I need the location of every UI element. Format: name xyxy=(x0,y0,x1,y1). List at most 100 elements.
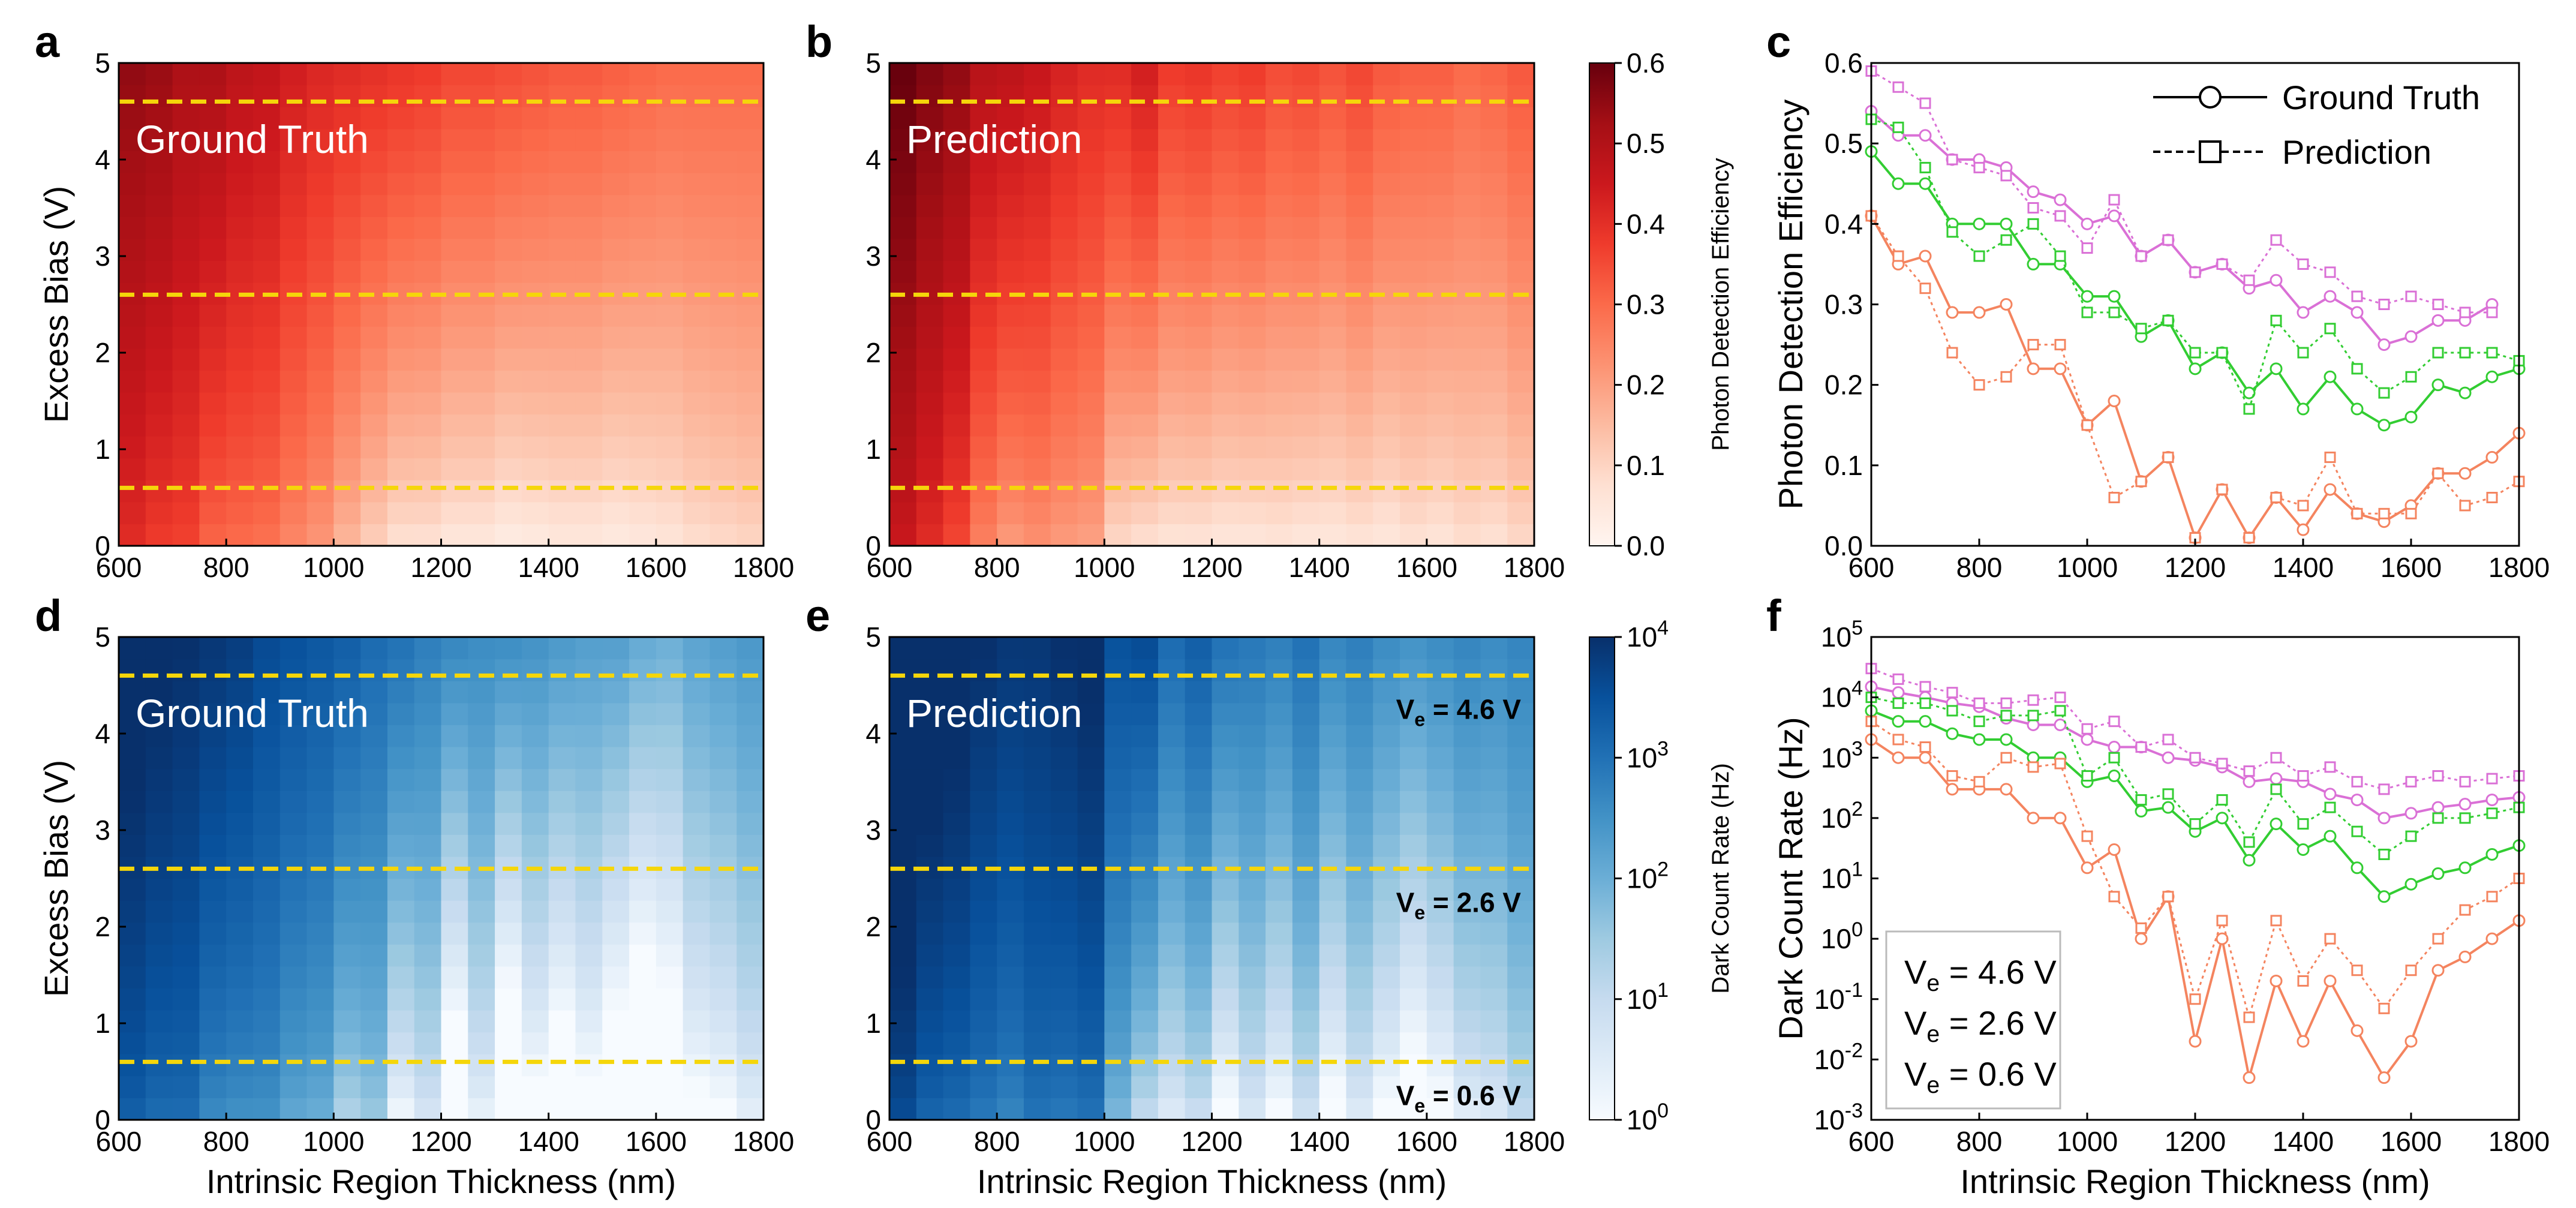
heatmap-cell xyxy=(683,151,711,173)
colorbar-tick-label: 0.1 xyxy=(1627,450,1665,481)
heatmap-cell xyxy=(1104,85,1132,107)
heatmap-cell xyxy=(1480,107,1508,130)
heatmap-cell xyxy=(916,1075,944,1099)
heatmap-cell xyxy=(387,1054,415,1077)
data-point xyxy=(2323,830,2337,843)
heatmap-cell xyxy=(253,63,281,86)
heatmap-cell xyxy=(916,768,944,791)
heatmap-cell xyxy=(1453,63,1481,86)
heatmap-cell xyxy=(1400,702,1427,725)
heatmap-cell xyxy=(1131,414,1159,437)
heatmap-cell xyxy=(683,900,711,923)
data-point xyxy=(2297,258,2309,270)
heatmap-cell xyxy=(333,458,361,480)
heatmap-cell xyxy=(916,988,944,1011)
heatmap-cell xyxy=(199,659,227,681)
heatmap-cell xyxy=(970,128,997,151)
colorbar-tick-label: 0.5 xyxy=(1627,128,1665,159)
heatmap-cell xyxy=(683,458,711,480)
heatmap-cell xyxy=(226,681,254,704)
heatmap-cell xyxy=(333,524,361,546)
heatmap-cell xyxy=(1453,480,1481,503)
heatmap-cell xyxy=(710,1075,737,1099)
heatmap-cell xyxy=(1104,1075,1132,1099)
heatmap-cell xyxy=(1050,944,1078,967)
heatmap-cell xyxy=(1239,348,1266,371)
heatmap-cell xyxy=(414,480,442,503)
heatmap-cell xyxy=(1480,988,1508,1011)
heatmap-cell xyxy=(1453,501,1481,525)
heatmap-cell xyxy=(1023,260,1051,283)
data-point xyxy=(1892,177,1905,190)
heatmap-cell xyxy=(145,128,173,151)
heatmap-cell xyxy=(737,172,764,196)
heatmap-cell xyxy=(1346,834,1373,857)
heatmap-cell xyxy=(548,326,576,349)
heatmap-cell xyxy=(521,768,549,791)
heatmap-cell xyxy=(710,659,737,681)
heatmap-cell xyxy=(629,217,657,239)
heatmap-cell xyxy=(1104,834,1132,857)
heatmap-cell xyxy=(1077,681,1105,704)
heatmap-cell xyxy=(575,681,603,704)
heatmap-cell xyxy=(1266,63,1293,86)
heatmap-cell xyxy=(279,900,308,923)
line-xtick-label: 1000 xyxy=(2057,1126,2118,1157)
heatmap-cell xyxy=(889,681,917,704)
heatmap-cell xyxy=(145,944,173,967)
heatmap-cell xyxy=(943,725,970,747)
heatmap-cell xyxy=(414,1075,442,1099)
data-point xyxy=(1892,715,1905,728)
heatmap-cell xyxy=(1373,128,1400,151)
heatmap-cell xyxy=(1319,238,1347,261)
heatmap-cell xyxy=(943,1054,970,1077)
heatmap-cell xyxy=(360,414,388,437)
heatmap-cell xyxy=(1507,326,1535,349)
heatmap-cell xyxy=(575,501,603,525)
heatmap-cell xyxy=(1319,128,1347,151)
heatmap-cell xyxy=(333,326,361,349)
heatmap-cell xyxy=(521,217,549,239)
heatmap-cell xyxy=(683,217,711,239)
heatmap-cell xyxy=(199,966,227,989)
colorbar-tick-label: 104 xyxy=(1627,617,1669,653)
heatmap-cell xyxy=(1426,85,1454,107)
heatmap-cell xyxy=(1239,812,1266,835)
heatmap-cell xyxy=(1239,524,1266,546)
heatmap-cell xyxy=(495,436,522,459)
heatmap-cell xyxy=(997,304,1024,327)
ytick-label: 2 xyxy=(95,337,110,368)
heatmap-cell xyxy=(970,524,997,546)
heatmap-cell xyxy=(548,194,576,217)
heatmap-cell xyxy=(1212,326,1239,349)
heatmap-cell xyxy=(387,988,415,1011)
heatmap-cell xyxy=(306,659,334,681)
heatmap-cell xyxy=(1077,348,1105,371)
heatmap-cell xyxy=(629,944,657,967)
heatmap-cell xyxy=(1212,414,1239,437)
heatmap-cell xyxy=(1023,702,1051,725)
heatmap-cell xyxy=(521,172,549,196)
heatmap-cell xyxy=(468,85,495,107)
data-point xyxy=(2216,483,2228,495)
heatmap-cell xyxy=(1266,480,1293,503)
heatmap-cell xyxy=(656,834,684,857)
heatmap-cell xyxy=(1050,151,1078,173)
heatmap-cell xyxy=(360,501,388,525)
heatmap-cell xyxy=(226,659,254,681)
heatmap-cell xyxy=(943,304,970,327)
heatmap-cell xyxy=(916,944,944,967)
heatmap-cell xyxy=(1077,326,1105,349)
heatmap-cell xyxy=(253,501,281,525)
heatmap-cell xyxy=(737,725,764,747)
data-point xyxy=(2405,830,2417,842)
heatmap-cell xyxy=(441,172,468,196)
heatmap-cell xyxy=(575,1075,603,1099)
heatmap-cell xyxy=(1212,812,1239,835)
data-point xyxy=(2135,932,2148,945)
data-point xyxy=(2270,274,2283,287)
heatmap-cell xyxy=(1104,1098,1132,1120)
heatmap-cell xyxy=(1077,63,1105,86)
data-point xyxy=(2000,371,2012,383)
heatmap-cell xyxy=(1185,151,1213,173)
